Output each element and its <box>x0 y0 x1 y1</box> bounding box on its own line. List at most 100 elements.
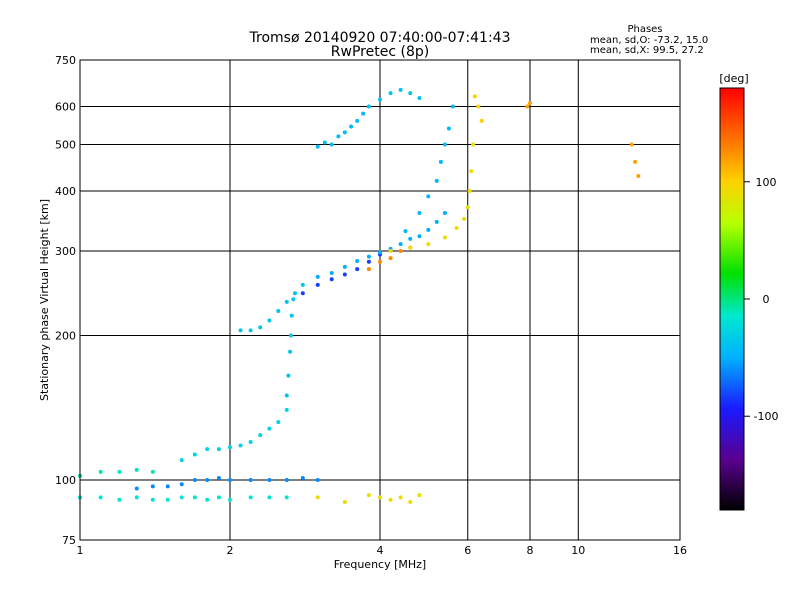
data-point <box>342 499 347 504</box>
y-tick-label: 600 <box>55 101 76 114</box>
data-point <box>467 189 472 194</box>
data-point <box>329 277 334 282</box>
data-point <box>355 118 360 123</box>
x-tick-label: 2 <box>227 544 234 557</box>
data-point <box>258 325 263 330</box>
data-point <box>408 245 413 250</box>
colorbar-ticks: 100 0 -100 <box>744 176 778 423</box>
data-point <box>438 159 443 164</box>
data-point <box>315 282 320 287</box>
x-tick-label: 8 <box>527 544 534 557</box>
data-point <box>267 478 272 483</box>
data-point <box>366 259 371 264</box>
x-tick-label: 10 <box>571 544 585 557</box>
data-point <box>248 440 253 445</box>
data-point <box>403 229 408 234</box>
data-point <box>388 91 393 96</box>
data-point <box>426 194 431 199</box>
data-point <box>179 495 184 500</box>
data-point <box>192 478 197 483</box>
data-point <box>476 104 481 109</box>
data-point <box>276 308 281 313</box>
data-point <box>378 250 382 255</box>
data-point <box>417 493 422 498</box>
y-tick-label: 750 <box>55 54 76 67</box>
data-point <box>248 478 253 483</box>
data-point <box>228 497 232 502</box>
data-point <box>462 216 467 221</box>
y-axis-label: Stationary phase Virtual Height [km] <box>38 199 51 401</box>
colorbar <box>719 87 745 511</box>
data-point <box>216 495 221 500</box>
colorbar-tick-label: 100 <box>756 176 777 189</box>
data-point <box>165 497 170 502</box>
data-point <box>342 264 347 269</box>
data-point <box>276 420 281 425</box>
data-point <box>134 467 139 472</box>
data-point <box>636 173 641 178</box>
data-point <box>267 495 272 500</box>
data-point <box>417 234 422 239</box>
data-point <box>442 211 447 216</box>
data-point <box>98 469 103 474</box>
data-point <box>479 118 484 123</box>
phases-heading: Phases <box>627 24 662 35</box>
data-point <box>329 142 334 147</box>
data-points <box>78 87 641 504</box>
data-point <box>315 144 320 149</box>
data-point <box>228 478 232 483</box>
data-point <box>398 495 403 500</box>
data-point <box>472 94 477 99</box>
data-point <box>289 313 294 318</box>
y-tick-label: 75 <box>62 534 76 547</box>
data-point <box>442 235 447 240</box>
data-point <box>366 254 371 259</box>
data-point <box>366 104 371 109</box>
data-point <box>378 495 382 500</box>
phases-line1: mean, sd,O: -73.2, 15.0 <box>590 35 708 46</box>
x-tick-label: 6 <box>464 544 471 557</box>
data-point <box>238 328 243 333</box>
data-point <box>633 159 638 164</box>
data-point <box>398 87 403 92</box>
data-point <box>446 126 451 131</box>
data-point <box>315 478 320 483</box>
data-point <box>192 452 197 457</box>
y-tick-label: 100 <box>55 474 76 487</box>
data-point <box>408 236 413 241</box>
data-point <box>315 495 320 500</box>
data-point <box>117 469 122 474</box>
data-point <box>150 484 155 489</box>
data-point <box>442 142 447 147</box>
data-point <box>629 142 634 147</box>
grid <box>79 59 681 541</box>
data-point <box>179 458 184 463</box>
data-point <box>248 328 253 333</box>
data-point <box>248 495 253 500</box>
colorbar-tick-label: -100 <box>754 410 779 423</box>
data-point <box>284 299 289 304</box>
data-point <box>205 497 210 502</box>
x-tick-label: 1 <box>77 544 84 557</box>
x-tick-label: 4 <box>377 544 384 557</box>
data-point <box>417 96 422 101</box>
data-point <box>267 318 272 323</box>
chart-subtitle: RwPretec (8p) <box>331 44 429 60</box>
data-point <box>300 282 305 287</box>
data-point <box>355 267 360 272</box>
data-point <box>216 447 221 452</box>
data-point <box>258 433 263 438</box>
data-point <box>471 142 476 147</box>
data-point <box>336 134 341 139</box>
data-point <box>267 426 272 431</box>
x-tick-label: 16 <box>673 544 687 557</box>
data-point <box>450 104 455 109</box>
data-point <box>398 242 403 247</box>
data-point <box>315 274 320 279</box>
data-point <box>292 291 297 296</box>
data-point <box>398 249 403 254</box>
data-point <box>117 497 122 502</box>
data-point <box>361 111 366 116</box>
data-point <box>134 495 139 500</box>
